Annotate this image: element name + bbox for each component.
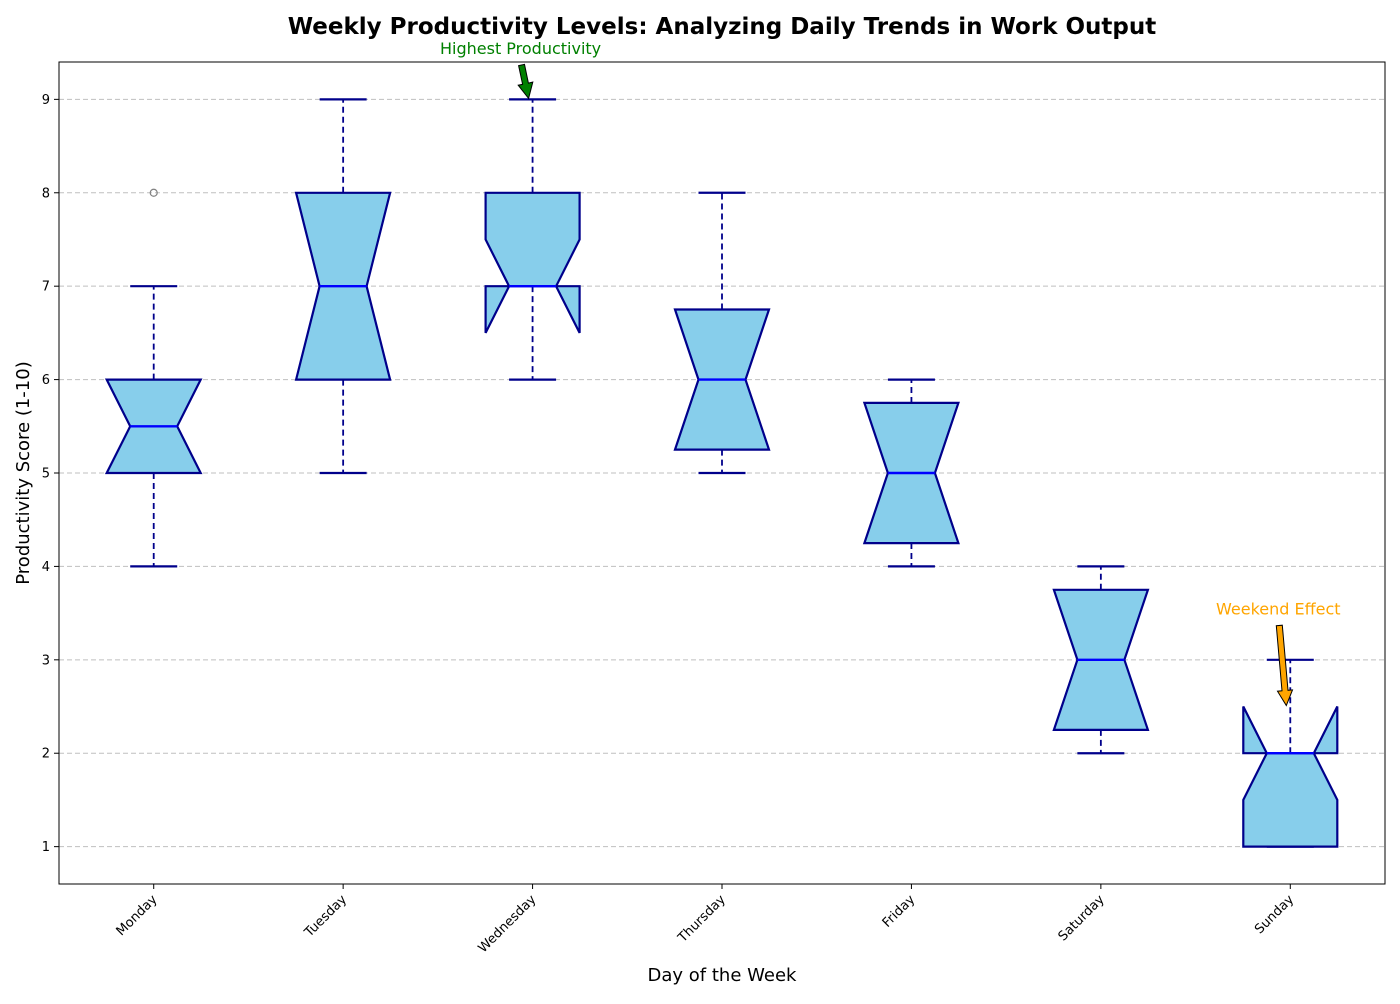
annotation: Highest Productivity xyxy=(440,39,601,100)
annotation: Weekend Effect xyxy=(1216,599,1341,707)
y-tick-label: 8 xyxy=(42,186,50,201)
x-tick-label: Friday xyxy=(880,892,919,931)
x-tick-label: Saturday xyxy=(1056,892,1108,944)
annotation-layer: Highest Productivity Weekend Effect xyxy=(440,39,1341,707)
plot-frame xyxy=(58,61,1386,885)
box-monday xyxy=(104,188,203,568)
y-tick-label: 6 xyxy=(42,373,50,388)
box-tuesday xyxy=(294,98,392,475)
y-axis-label: Productivity Score (1-10) xyxy=(13,361,34,584)
annotation-text: Weekend Effect xyxy=(1216,599,1341,618)
grid-layer xyxy=(59,98,1385,848)
x-axis-label: Day of the Week xyxy=(648,965,797,986)
outlier-point xyxy=(149,188,158,197)
box-thursday xyxy=(673,191,771,475)
y-tick-label: 3 xyxy=(42,653,50,668)
box-sunday xyxy=(1242,658,1339,848)
box-layer xyxy=(104,98,1339,848)
y-tick-label: 9 xyxy=(42,93,50,108)
chart-title: Weekly Productivity Levels: Analyzing Da… xyxy=(288,14,1157,40)
box-body xyxy=(1242,706,1339,848)
y-tick-label: 1 xyxy=(42,840,50,855)
y-tick-label: 2 xyxy=(42,747,50,762)
x-tick-label: Wednesday xyxy=(476,892,540,956)
x-tick-label: Sunday xyxy=(1252,892,1297,937)
box-wednesday xyxy=(484,98,581,381)
box-body xyxy=(484,191,581,334)
annotation-arrow xyxy=(517,63,534,100)
box-saturday xyxy=(1052,565,1150,755)
axis-layer: 1 2 3 4 5 6 7 8 9 Monday Tuesday Wednesday Thursday F… xyxy=(42,61,1386,956)
y-tick-label: 5 xyxy=(42,467,50,482)
y-tick-label: 7 xyxy=(42,280,50,295)
x-tick-label: Tuesday xyxy=(301,892,350,941)
box-friday xyxy=(862,378,960,568)
annotation-text: Highest Productivity xyxy=(440,39,601,58)
y-tick-label: 4 xyxy=(42,560,50,575)
x-tick-label: Monday xyxy=(114,892,161,939)
x-tick-label: Thursday xyxy=(675,892,729,946)
annotation-arrow xyxy=(1275,624,1294,707)
